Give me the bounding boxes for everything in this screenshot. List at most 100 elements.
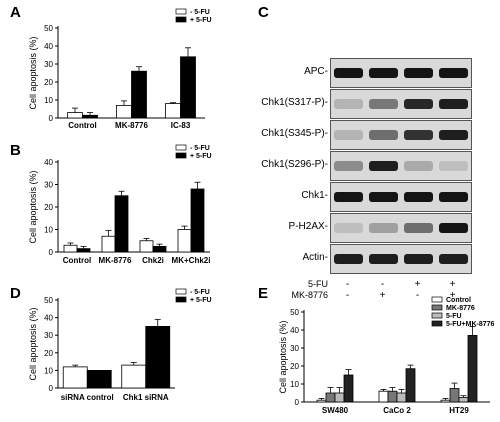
- blot-row-label: Actin-: [302, 252, 328, 263]
- category-label: HT29: [449, 406, 469, 415]
- blot-row-label: P-H2AX-: [288, 221, 328, 232]
- y-axis-label: Cell apoptosis (%): [28, 36, 38, 109]
- y-axis-label: Cell apoptosis (%): [278, 320, 288, 393]
- y-tick-label: 20: [44, 78, 53, 87]
- bar: [165, 103, 181, 119]
- blot-condition-sign: -: [415, 290, 420, 301]
- legend-label: MK-8776: [446, 305, 475, 312]
- bar: [82, 114, 98, 119]
- bar: [396, 392, 407, 403]
- bar: [114, 195, 129, 253]
- bar: [177, 229, 192, 253]
- y-tick-label: 0: [295, 398, 300, 407]
- bar: [449, 388, 460, 403]
- y-tick-label: 0: [49, 114, 54, 123]
- category-label: MK-8776: [115, 121, 148, 130]
- blot-band: [369, 161, 398, 171]
- blot-band: [404, 130, 433, 140]
- blot-strip: [330, 244, 472, 274]
- blot-band: [439, 254, 468, 264]
- legend-label: - 5-FU: [190, 289, 210, 296]
- bar: [121, 364, 147, 389]
- category-label: MK-8776: [99, 256, 132, 265]
- blot-band: [369, 99, 398, 109]
- blot-strip: [330, 151, 472, 181]
- blot-condition-sign: -: [345, 290, 350, 301]
- blot-band: [334, 68, 363, 78]
- blot-row-label: APC-: [304, 66, 328, 77]
- y-tick-label: 10: [44, 226, 53, 235]
- blot-band: [369, 254, 398, 264]
- legend-label: + 5-FU: [190, 17, 212, 24]
- blot-band: [334, 254, 363, 264]
- legend-label: 5-FU+MK-8776: [446, 321, 495, 328]
- panel-letter-a: A: [10, 4, 21, 21]
- legend-label: - 5-FU: [190, 145, 210, 152]
- bar: [63, 244, 78, 253]
- blot-condition-sign: -: [345, 279, 350, 290]
- blot-condition-sign: +: [379, 290, 386, 301]
- bar: [131, 70, 147, 119]
- bar: [316, 399, 327, 403]
- blot-band: [369, 192, 398, 202]
- category-label: Chk2i: [142, 256, 164, 265]
- y-tick-label: 50: [290, 308, 299, 317]
- legend-swatch: [175, 296, 187, 303]
- blot-condition-label: MK-8776: [291, 290, 328, 300]
- blot-band: [334, 223, 363, 233]
- blot-band: [404, 192, 433, 202]
- bar: [152, 245, 167, 253]
- blot-band: [334, 192, 363, 202]
- blot-condition-label: 5-FU: [308, 279, 328, 289]
- blot-band: [334, 99, 363, 109]
- blot-band: [439, 130, 468, 140]
- western-blot: APC- Chk1(S317-P)- Chk1(S345-P)- Chk1(S296-…: [250, 0, 500, 301]
- bar: [190, 188, 205, 253]
- bar: [116, 105, 132, 119]
- legend-swatch: [175, 16, 187, 23]
- bar: [334, 392, 345, 403]
- bar: [139, 240, 154, 253]
- y-tick-label: 0: [49, 384, 54, 393]
- y-tick-label: 30: [290, 344, 299, 353]
- panel-letter-c: C: [258, 4, 269, 21]
- legend-label: 5-FU: [446, 313, 462, 320]
- blot-band: [439, 223, 468, 233]
- y-tick-label: 40: [290, 326, 299, 335]
- blot-band: [404, 161, 433, 171]
- blot-strip: [330, 213, 472, 243]
- blot-band: [404, 68, 433, 78]
- blot-strip: [330, 120, 472, 150]
- blot-condition-sign: +: [449, 290, 456, 301]
- blot-band: [334, 161, 363, 171]
- category-label: Chk1 siRNA: [123, 393, 169, 402]
- blot-band: [369, 68, 398, 78]
- bar: [343, 374, 354, 403]
- blot-band: [404, 254, 433, 264]
- y-tick-label: 50: [44, 296, 53, 305]
- category-label: MK+Chk2i: [172, 256, 211, 265]
- category-label: CaCo 2: [383, 406, 411, 415]
- y-axis-label: Cell apoptosis (%): [28, 307, 38, 380]
- blot-row-label: Chk1(S345-P)-: [261, 128, 328, 139]
- blot-band: [369, 130, 398, 140]
- blot-band: [439, 161, 468, 171]
- blot-strip: [330, 89, 472, 119]
- y-tick-label: 30: [44, 331, 53, 340]
- y-tick-label: 0: [49, 248, 54, 257]
- legend-swatch: [431, 296, 443, 303]
- legend-swatch: [431, 312, 443, 319]
- blot-row-label: Chk1-: [301, 190, 328, 201]
- y-tick-label: 20: [44, 349, 53, 358]
- blot-strip: [330, 58, 472, 88]
- legend-swatch: [175, 144, 187, 151]
- blot-row-label: Chk1(S296-P)-: [261, 159, 328, 170]
- legend-label: Control: [446, 297, 471, 304]
- y-tick-label: 50: [44, 24, 53, 33]
- blot-condition-sign: +: [414, 279, 421, 290]
- chart-panel-d: 0 10 20 30 40 50 Cell apoptosis (%) siRNA contr…: [28, 288, 212, 402]
- legend-swatch: [431, 320, 443, 327]
- y-tick-label: 40: [44, 314, 53, 323]
- category-label: siRNA control: [61, 393, 114, 402]
